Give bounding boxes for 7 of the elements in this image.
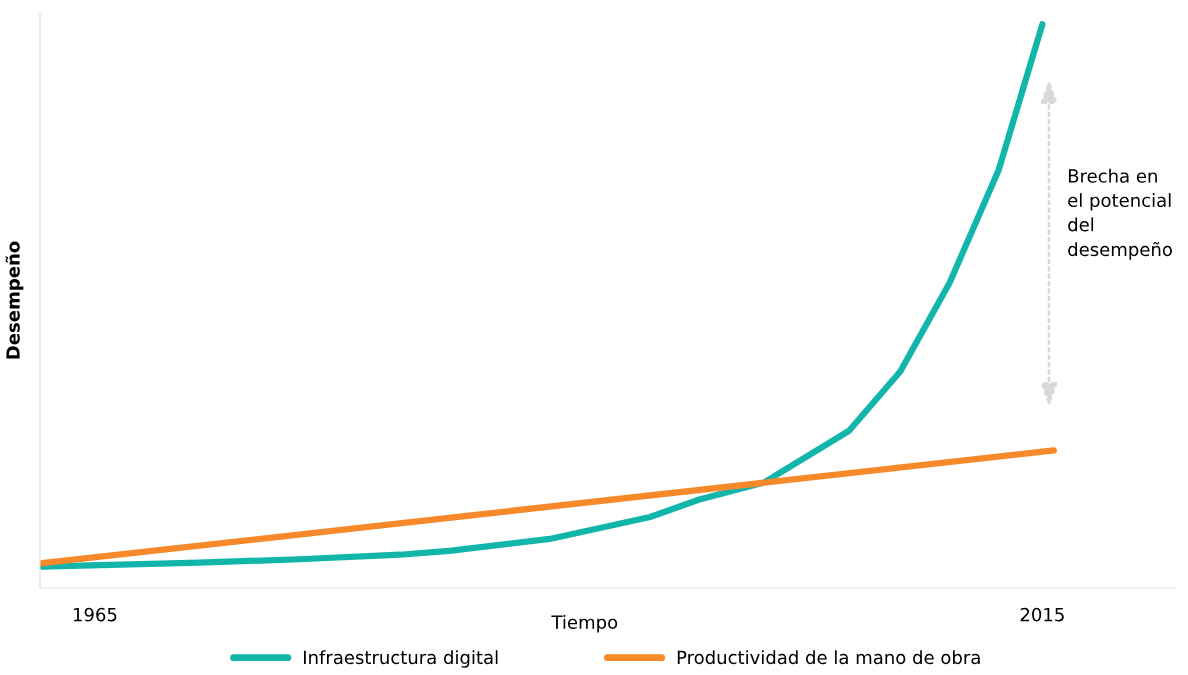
x-tick-label: 2015	[1020, 607, 1064, 622]
y-axis-title: Desempeño	[5, 241, 24, 359]
legend-label: Infraestructura digital	[304, 650, 498, 668]
x-axis-title: Tiempo	[551, 615, 618, 633]
x-tick-label: 1965	[73, 607, 117, 622]
legend-label: Productividad de la mano de obra	[677, 650, 980, 665]
annotation: Brecha en el potencial del desempeño	[1068, 168, 1172, 260]
